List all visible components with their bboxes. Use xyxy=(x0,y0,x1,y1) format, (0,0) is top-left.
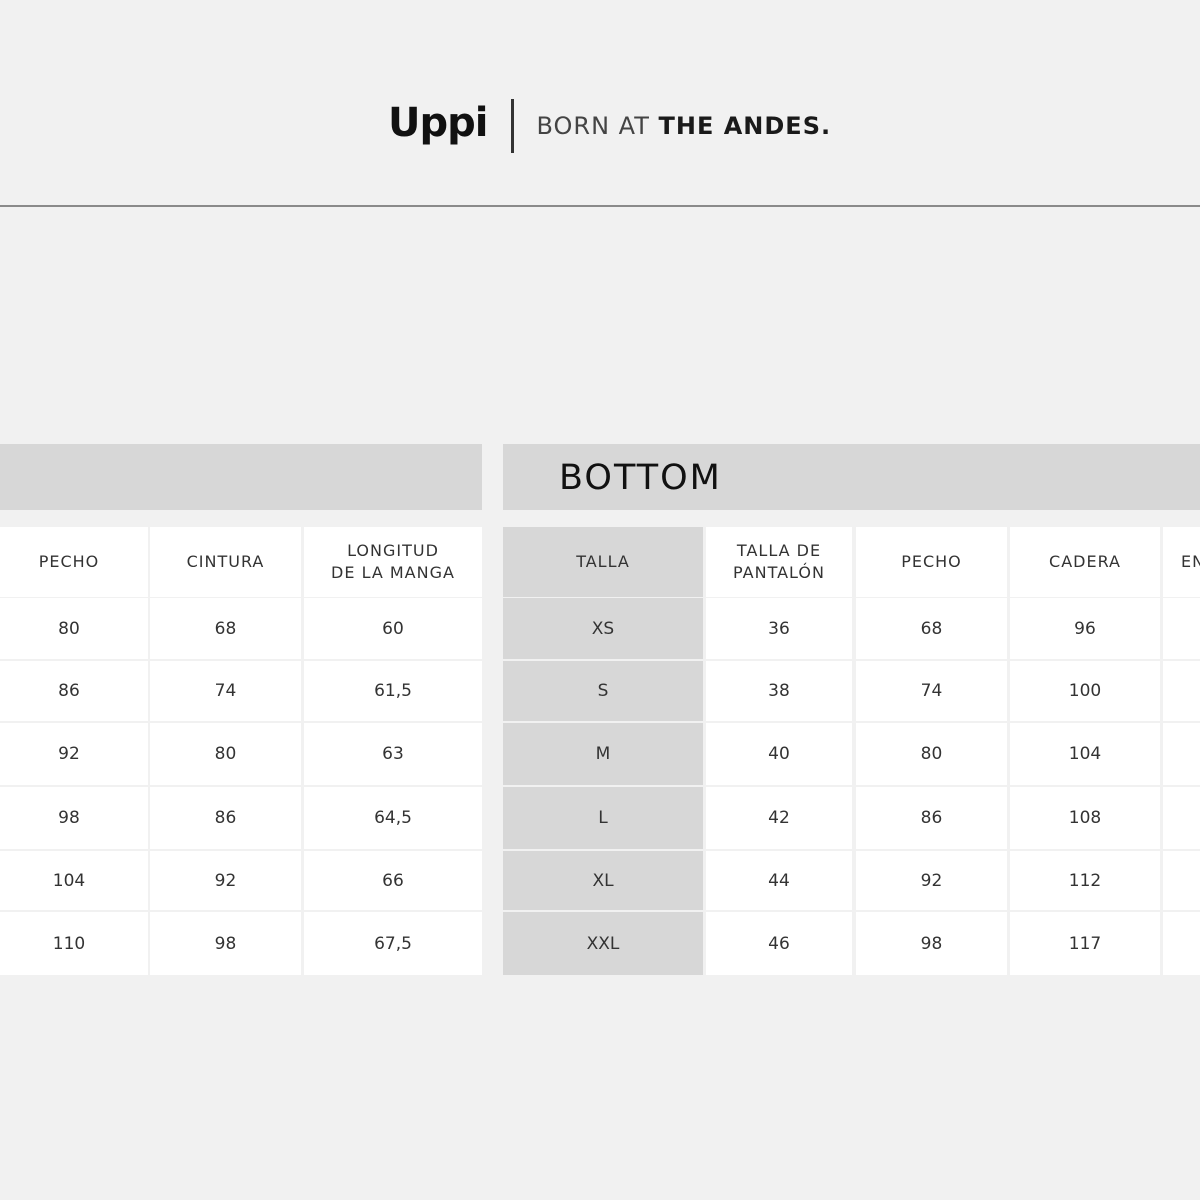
size-label: L xyxy=(503,787,703,849)
column-header: CINTURA xyxy=(150,527,301,597)
bottom-title: BOTTOM xyxy=(559,458,722,498)
tagline: BORN AT THE ANDES. xyxy=(536,112,831,140)
table-cell: 92 xyxy=(0,723,148,785)
table-cell: 44 xyxy=(706,851,852,910)
table-cell: 104 xyxy=(1010,723,1160,785)
uppi-logo: Uppi xyxy=(388,100,488,146)
size-label: XXL xyxy=(503,912,703,975)
column-header: PECHO xyxy=(0,527,148,597)
column-header: LONGITUD DE LA MANGA xyxy=(304,527,482,597)
table-cell: 38 xyxy=(706,661,852,721)
column-header: TALLA xyxy=(503,527,703,597)
table-cell: 64,5 xyxy=(304,787,482,849)
size-label: XS xyxy=(503,598,703,659)
table-cell: 112 xyxy=(1010,851,1160,910)
brand-header: Uppi BORN AT THE ANDES. xyxy=(388,96,831,156)
table-cell: 42 xyxy=(706,787,852,849)
table-cell: 68 xyxy=(150,598,301,659)
table-cell: 46 xyxy=(706,912,852,975)
table-cell: 96 xyxy=(1010,598,1160,659)
table-cell: 98 xyxy=(0,787,148,849)
size-label: M xyxy=(503,723,703,785)
table-cell: 66 xyxy=(304,851,482,910)
table-cell: 74 xyxy=(856,661,1007,721)
table-cell: 36 xyxy=(706,598,852,659)
column-header: CADERA xyxy=(1010,527,1160,597)
table-cell: 67,5 xyxy=(304,912,482,975)
size-label: XL xyxy=(503,851,703,910)
table-cell: 80 xyxy=(0,598,148,659)
table-cell xyxy=(1163,723,1200,785)
top-table-band xyxy=(0,444,482,510)
column-header: TALLA DE PANTALÓN xyxy=(706,527,852,597)
size-label: S xyxy=(503,661,703,721)
table-cell: 63 xyxy=(304,723,482,785)
table-cell: 80 xyxy=(150,723,301,785)
table-cell: 80 xyxy=(856,723,1007,785)
table-cell: 98 xyxy=(150,912,301,975)
table-cell xyxy=(1163,912,1200,975)
table-cell: 86 xyxy=(150,787,301,849)
table-cell: 68 xyxy=(856,598,1007,659)
divider xyxy=(511,99,515,153)
table-cell: 92 xyxy=(150,851,301,910)
table-cell xyxy=(1163,598,1200,659)
table-cell: 98 xyxy=(856,912,1007,975)
table-cell: 108 xyxy=(1010,787,1160,849)
table-cell: 61,5 xyxy=(304,661,482,721)
table-cell xyxy=(1163,661,1200,721)
column-header: EN xyxy=(1163,527,1200,597)
table-cell: 86 xyxy=(0,661,148,721)
column-header: PECHO xyxy=(856,527,1007,597)
table-cell xyxy=(1163,851,1200,910)
table-cell: 74 xyxy=(150,661,301,721)
tagline-light: BORN AT xyxy=(536,112,650,140)
table-cell: 60 xyxy=(304,598,482,659)
header-rule xyxy=(0,205,1200,207)
table-cell: 92 xyxy=(856,851,1007,910)
table-cell: 40 xyxy=(706,723,852,785)
bottom-table-band: BOTTOM xyxy=(503,444,1200,510)
tagline-bold: THE ANDES. xyxy=(658,112,832,140)
table-cell xyxy=(1163,787,1200,849)
table-cell: 100 xyxy=(1010,661,1160,721)
table-cell: 117 xyxy=(1010,912,1160,975)
table-cell: 104 xyxy=(0,851,148,910)
table-cell: 110 xyxy=(0,912,148,975)
table-cell: 86 xyxy=(856,787,1007,849)
